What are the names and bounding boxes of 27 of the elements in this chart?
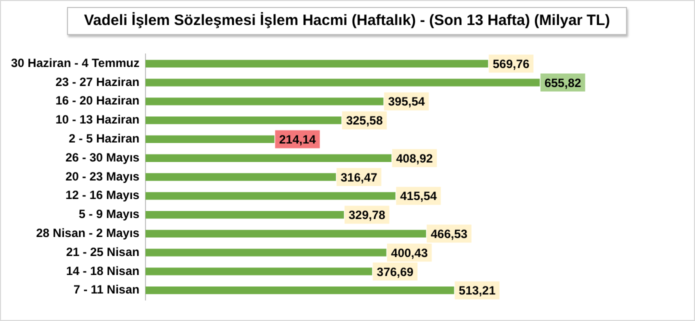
y-tick-label: 26 - 30 Mayıs bbox=[65, 150, 140, 164]
data-label: 408,92 bbox=[396, 151, 434, 166]
data-label: 325,58 bbox=[346, 114, 384, 128]
data-label: 376,69 bbox=[376, 264, 414, 279]
y-tick-label: 21 - 25 Nisan bbox=[66, 244, 140, 259]
data-label: 214,14 bbox=[279, 132, 316, 147]
data-label: 400,43 bbox=[391, 246, 428, 260]
data-label: 395,54 bbox=[388, 94, 426, 109]
y-tick-label: 16 - 20 Haziran bbox=[55, 94, 140, 108]
data-label: 513,21 bbox=[458, 284, 496, 298]
data-label: 329,78 bbox=[348, 208, 386, 222]
data-label: 316,47 bbox=[340, 170, 378, 184]
data-label: 415,54 bbox=[400, 189, 438, 204]
y-tick-label: 28 Nisan - 2 Mayıs bbox=[36, 226, 140, 240]
y-tick-label: 7 - 11 Nisan bbox=[73, 282, 140, 297]
y-tick-label: 10 - 13 Haziran bbox=[55, 112, 140, 127]
y-tick-label: 5 - 9 Mayıs bbox=[78, 207, 140, 222]
y-tick-label: 23 - 27 Haziran bbox=[55, 74, 140, 89]
data-label: 466,53 bbox=[430, 226, 468, 241]
y-tick-label: 12 - 16 Mayıs bbox=[65, 188, 140, 202]
data-label: 569,76 bbox=[492, 56, 530, 71]
y-tick-label: 2 - 5 Haziran bbox=[68, 132, 140, 146]
data-label: 655,82 bbox=[544, 76, 582, 90]
y-tick-label: 14 - 18 Nisan bbox=[66, 264, 140, 278]
y-tick-label: 30 Haziran - 4 Temmuz bbox=[11, 56, 140, 70]
chart-title: Vadeli İşlem Sözleşmesi İşlem Hacmi (Haftalık) - (Son 13 Hafta) (Milyar TL) bbox=[67, 7, 627, 35]
y-tick-label: 20 - 23 Mayıs bbox=[65, 169, 140, 184]
